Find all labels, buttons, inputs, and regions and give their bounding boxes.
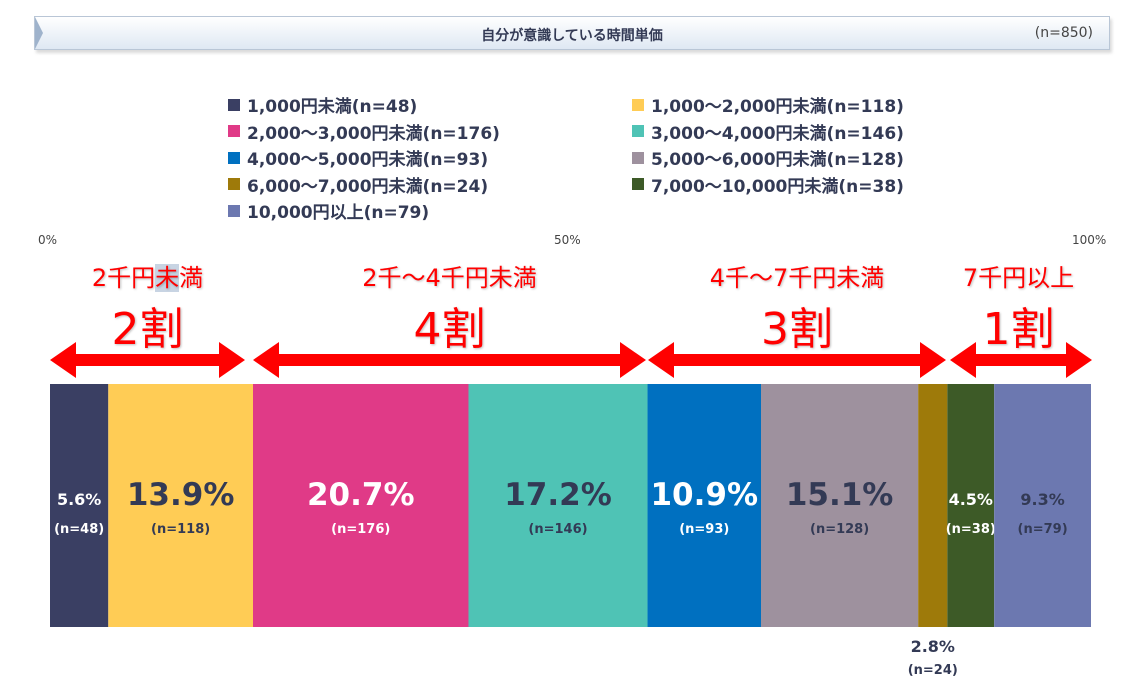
data-label-5: 15.1%	[786, 477, 894, 513]
legend-item-8: 10,000円以上(n=79)	[228, 198, 429, 223]
legend-label-0: 1,000円未満(n=48)	[247, 97, 418, 117]
data-n-label-8: (n=79)	[1018, 522, 1068, 537]
legend-item-6: 6,000～7,000円未満(n=24)	[228, 172, 488, 197]
title-bar-accent	[35, 17, 43, 49]
legend-swatch-8	[228, 204, 240, 217]
group-label-4k-7k: 4千～7千円未満	[709, 264, 885, 292]
data-n-label-5: (n=128)	[810, 522, 869, 537]
legend-label-3: 3,000～4,000円未満(n=146)	[651, 123, 904, 144]
legend-item-4: 4,000～5,000円未満(n=93)	[228, 145, 488, 170]
legend-swatch-0	[228, 98, 240, 111]
group-arrow-3	[950, 342, 1092, 378]
bar-segment-7	[947, 384, 995, 627]
legend-item-7: 7,000～10,000円未満(n=38)	[632, 172, 904, 197]
data-n-label-6: (n=24)	[908, 663, 958, 678]
group-share-2k-4k: 4割	[413, 304, 486, 355]
axis-tick-50: 50%	[554, 233, 581, 247]
group-arrow-0	[50, 342, 245, 378]
data-label-2: 20.7%	[307, 477, 415, 513]
legend-label-1: 1,000～2,000円未満(n=118)	[651, 97, 904, 117]
data-label-7: 4.5%	[949, 490, 993, 509]
group-share-under-2k: 2割	[111, 304, 184, 355]
bar-segment-0	[50, 384, 109, 627]
data-label-1: 13.9%	[127, 477, 235, 513]
group-arrows	[50, 342, 1092, 378]
legend-item-3: 3,000～4,000円未満(n=146)	[632, 119, 904, 144]
total-n-label: (n=850)	[1034, 25, 1093, 41]
data-label-3: 17.2%	[504, 477, 612, 513]
bar-segment-5	[761, 384, 919, 627]
bar-segment-3	[468, 384, 648, 627]
group-label-under-2k-post: 満	[179, 264, 204, 292]
data-label-0: 5.6%	[57, 490, 101, 509]
chart-legend: 1,000円未満(n=48) 1,000～2,000円未満(n=118) 2,000…	[0, 0, 1144, 230]
data-label-8: 9.3%	[1020, 490, 1064, 509]
group-label-2k-4k: 2千～4千円未満	[362, 264, 537, 292]
legend-swatch-4	[228, 151, 240, 164]
legend-swatch-1	[632, 98, 644, 111]
legend-label-4: 4,000～5,000円未満(n=93)	[247, 150, 489, 170]
legend-item-2: 2,000～3,000円未満(n=176)	[228, 119, 500, 144]
data-n-label-3: (n=146)	[528, 522, 587, 537]
legend-swatch-5	[632, 151, 644, 164]
data-n-label-2: (n=176)	[331, 522, 390, 537]
group-arrow-2	[648, 342, 946, 378]
group-share-4k-7k: 3割	[761, 304, 833, 355]
group-label-under-2k-pre: 2千円	[91, 264, 156, 292]
legend-swatch-2	[228, 125, 240, 137]
data-label-6: 2.8%	[911, 637, 955, 656]
legend-swatch-7	[632, 178, 644, 190]
legend-label-2: 2,000～3,000円未満(n=176)	[247, 123, 500, 144]
bar-segment-2	[253, 384, 469, 627]
legend-label-8: 10,000円以上(n=79)	[247, 203, 430, 223]
group-label-under-2k: 2千円未満	[50, 258, 245, 293]
legend-swatch-6	[228, 178, 240, 190]
chart-title: 自分が意識している時間単価	[481, 28, 663, 44]
legend-swatch-3	[632, 125, 644, 137]
chart-title-bar: 自分が意識している時間単価 (n=850)	[34, 16, 1110, 50]
group-label-under-2k-highlight: 未	[155, 264, 180, 292]
stacked-bar-chart: 5.6% (n=48) 13.9% (n=118) 20.7% (n=176) 17.2% (…	[50, 384, 1091, 678]
axis-tick-0: 0%	[38, 233, 58, 247]
group-label-over-7k: 7千円以上	[962, 264, 1075, 292]
bar-segment-1	[108, 384, 253, 627]
legend-item-5: 5,000～6,000円未満(n=128)	[632, 145, 904, 170]
data-n-label-7: (n=38)	[946, 522, 996, 537]
data-n-label-0: (n=48)	[54, 522, 104, 537]
legend-label-6: 6,000～7,000円未満(n=24)	[247, 176, 489, 197]
legend-label-7: 7,000～10,000円未満(n=38)	[651, 176, 904, 197]
bar-segment-8	[994, 384, 1091, 627]
legend-item-1: 1,000～2,000円未満(n=118)	[632, 92, 904, 117]
bar-segment-6	[918, 384, 948, 627]
legend-label-5: 5,000～6,000円未満(n=128)	[651, 150, 904, 170]
data-label-4: 10.9%	[650, 477, 758, 513]
group-arrow-1	[253, 342, 646, 378]
bar-segment-4	[647, 384, 761, 627]
data-n-label-1: (n=118)	[151, 522, 210, 537]
group-share-over-7k: 1割	[982, 304, 1055, 355]
axis-tick-100: 100%	[1072, 233, 1107, 247]
legend-item-0: 1,000円未満(n=48)	[228, 92, 417, 117]
data-n-label-4: (n=93)	[679, 522, 729, 537]
